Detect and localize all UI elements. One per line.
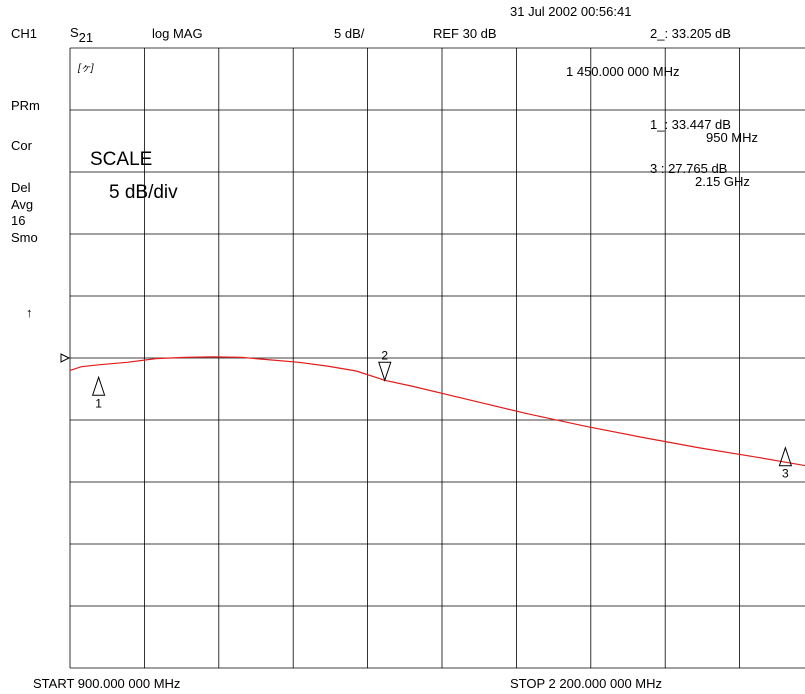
annotation-prm: PRm (11, 98, 40, 113)
reference-position-icon (60, 353, 71, 363)
active-marker-frequency: 1 450.000 000 MHz (566, 64, 680, 79)
active-marker-readout: 2_: 33.205 dB (650, 26, 731, 41)
markers: 1 2 3 (91, 348, 793, 481)
datetime: 31 Jul 2002 00:56:41 (510, 4, 632, 19)
marker-2-label: 2 (381, 348, 388, 362)
marker-3-label: 3 (782, 467, 789, 481)
marker-1-icon (91, 375, 106, 396)
format-label: log MAG (152, 26, 203, 41)
scale-value: 5 dB/div (109, 182, 178, 203)
scale-title: SCALE (90, 149, 153, 170)
stop-frequency: STOP 2 200.000 000 MHz (510, 676, 663, 691)
marker-1-readout: 1_: 33.447 dB (650, 117, 731, 132)
annotation-del: Del (11, 180, 31, 195)
marker-3-frequency: 2.15 GHz (695, 174, 750, 189)
marker-3-icon (778, 446, 793, 467)
scale-label: 5 dB/ (334, 26, 365, 41)
annotation-avg-count: 16 (11, 213, 26, 228)
marker-1-frequency: 950 MHz (706, 130, 759, 145)
channel-label: CH1 (11, 26, 38, 41)
parameter-main: S (70, 25, 79, 40)
marker-1-label: 1 (95, 396, 102, 410)
annotation-smo: Smo (11, 230, 38, 245)
marker-2-icon (378, 361, 392, 382)
parameter-sub: 21 (78, 30, 94, 45)
measurement-parameter: S21 (70, 25, 93, 44)
start-frequency: START 900.000 000 MHz (33, 676, 181, 691)
reference-label: REF 30 dB (433, 26, 497, 41)
annotation-avg: Avg (11, 197, 34, 212)
ref-arrow-icon: ↑ (26, 305, 33, 320)
marker-icon: [ヶ] (78, 63, 94, 74)
trace-line (69, 356, 805, 467)
annotation-cor: Cor (11, 138, 32, 153)
marker-3-readout: 3 : 27.765 dB (650, 161, 728, 176)
